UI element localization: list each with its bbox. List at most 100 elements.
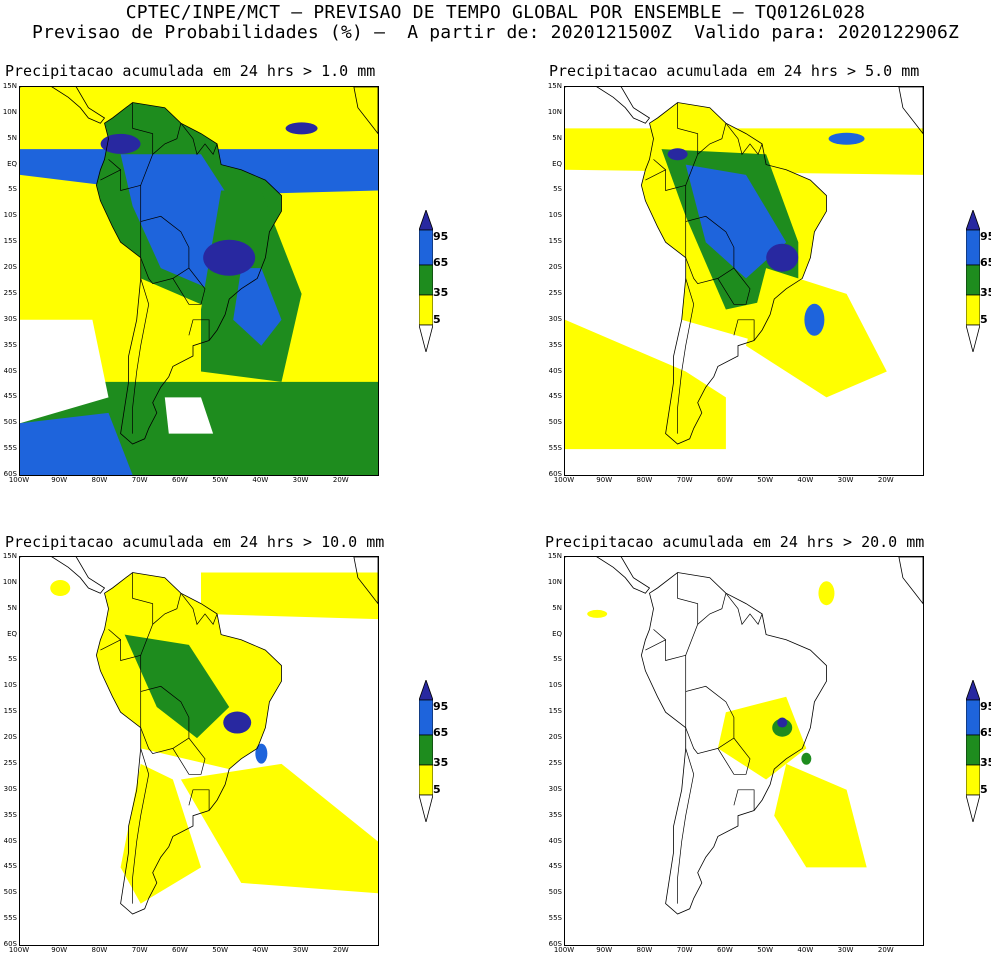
p4-colorbar-label: 95	[980, 700, 991, 713]
p3-country-border	[172, 737, 206, 775]
panel-3-lat-label: 25S	[3, 758, 17, 767]
panel-2-lat-label: 45S	[548, 392, 562, 401]
p2-country-border	[733, 319, 755, 341]
panel-2-lat-label: 50S	[548, 418, 562, 427]
panel-2-lat-label: 15S	[548, 237, 562, 246]
panel-4-lon-label: 50W	[757, 946, 774, 954]
p3-coastline	[95, 572, 282, 915]
p4-colorbar-label: 65	[980, 726, 991, 739]
panel-3-lat-label: 10S	[3, 681, 17, 690]
p3-country-border	[132, 748, 150, 904]
panel-1-lat-label: 15N	[2, 82, 17, 90]
p4-country-border	[685, 685, 735, 754]
p1-country-border	[188, 319, 210, 341]
p3-colorbar-label: 95	[433, 700, 449, 713]
panel-1-lon-label: 30W	[292, 476, 309, 484]
panel-4-lon-label: 60W	[716, 946, 733, 954]
p4-colorbar-tip-95	[965, 678, 981, 701]
p1-colorbar-label: 5	[433, 313, 441, 326]
panel-4-lon-label: 30W	[837, 946, 854, 954]
panel-3-lon-label: 20W	[332, 946, 349, 954]
p1-prob-65-southpacific	[20, 412, 133, 475]
panel-1-lat-label: 10N	[2, 107, 17, 116]
p3-colorbar-svg	[418, 678, 434, 824]
p1-colorbar-tip-below-5	[418, 324, 434, 354]
p4-map-svg	[565, 557, 923, 915]
p3-country-border	[132, 572, 154, 656]
p3-country-border	[100, 639, 142, 692]
panel-3-colorbar: 95 65 35 5	[418, 678, 448, 824]
panel-1-lat-label: EQ	[7, 159, 17, 168]
p1-prob-95-center	[203, 239, 256, 276]
panel-2-lat-label: 55S	[548, 444, 562, 453]
p3-colorbar-tip-below-5	[418, 794, 434, 824]
p1-country-border	[180, 122, 218, 156]
panel-4-lon-label: 40W	[797, 946, 814, 954]
panel-4-lat-label: EQ	[552, 629, 562, 638]
p2-colorbar-65-95	[965, 229, 981, 266]
p4-country-border	[733, 789, 755, 811]
p1-africa-coast	[353, 87, 378, 135]
p4-country-border	[645, 639, 687, 692]
panel-4-lon-label: 90W	[596, 946, 613, 954]
panel-2-lat-label: 10S	[548, 211, 562, 220]
p1-central-america-coast	[20, 87, 106, 124]
p4-prob-5-itcz	[818, 581, 835, 606]
panel-2-lon-label: 70W	[676, 476, 693, 484]
p3-colorbar-35-65	[418, 734, 434, 766]
p1-country-border	[132, 278, 150, 434]
p2-country-border	[677, 102, 699, 186]
p4-colorbar-65-95	[965, 699, 981, 736]
panel-3-lat-label: 40S	[3, 836, 17, 845]
panel-3-lat-label: 10N	[2, 577, 17, 586]
p2-country-border	[645, 169, 687, 222]
panel-4-lat-label: 10N	[547, 577, 562, 586]
p3-country-border	[180, 592, 218, 626]
panel-2-colorbar: 95 65 35 5	[965, 208, 991, 354]
p2-colorbar-tip-95	[965, 208, 981, 231]
panel-4-lat-label: 50S	[548, 888, 562, 897]
p1-prob-95-colombia	[100, 133, 141, 154]
panel-2-lon-label: 80W	[636, 476, 653, 484]
p3-africa-coast	[353, 557, 378, 605]
panel-3-lat-label: 60S	[3, 940, 17, 948]
panel-3-lon-label: 30W	[292, 946, 309, 954]
panel-1-lon-label: 90W	[51, 476, 68, 484]
p2-central-america-coast	[565, 87, 651, 124]
p2-colorbar-label: 35	[980, 286, 991, 299]
p4-coastline	[640, 572, 827, 915]
p4-country-border	[677, 748, 695, 904]
panel-1-map	[19, 86, 379, 476]
panel-3-map	[19, 556, 379, 946]
panel-3-title: Precipitacao acumulada em 24 hrs > 10.0 …	[5, 533, 385, 551]
p2-colorbar-label: 5	[980, 313, 988, 326]
p4-prob-5-pacific	[587, 609, 608, 618]
panel-2-lat-label: 30S	[548, 314, 562, 323]
p3-colorbar-label: 35	[433, 756, 449, 769]
p2-colorbar-tip-below-5	[965, 324, 981, 354]
p3-colorbar-label: 65	[433, 726, 449, 739]
p1-map-svg	[20, 87, 378, 475]
p4-colorbar-tip-below-5	[965, 794, 981, 824]
panel-1-lat-label: 25S	[3, 288, 17, 297]
panel-4-lat-label: 15S	[548, 707, 562, 716]
panel-1-colorbar: 95 65 35 5	[418, 208, 448, 354]
p1-country-border	[140, 215, 190, 284]
panel-2-lat-label: 20S	[548, 263, 562, 272]
p4-colorbar-5-35	[965, 764, 981, 796]
p3-prob-35-amazon	[124, 634, 230, 739]
p4-colorbar-svg	[965, 678, 981, 824]
p4-central-america-coast	[565, 557, 651, 594]
p3-country-border	[188, 789, 210, 811]
p3-prob-5-itcz	[201, 572, 378, 620]
p2-prob-65-amazon	[685, 164, 787, 279]
p2-prob-95-north	[667, 148, 688, 161]
panel-4-lon-label: 80W	[636, 946, 653, 954]
p3-colorbar-tip-95	[418, 678, 434, 701]
panel-2-lat-label: 5S	[553, 185, 562, 194]
p2-colorbar-svg	[965, 208, 981, 354]
p3-map-svg	[20, 557, 378, 915]
p3-colorbar-65-95	[418, 699, 434, 736]
p1-colorbar-svg	[418, 208, 434, 354]
panel-1-lon-label: 20W	[332, 476, 349, 484]
